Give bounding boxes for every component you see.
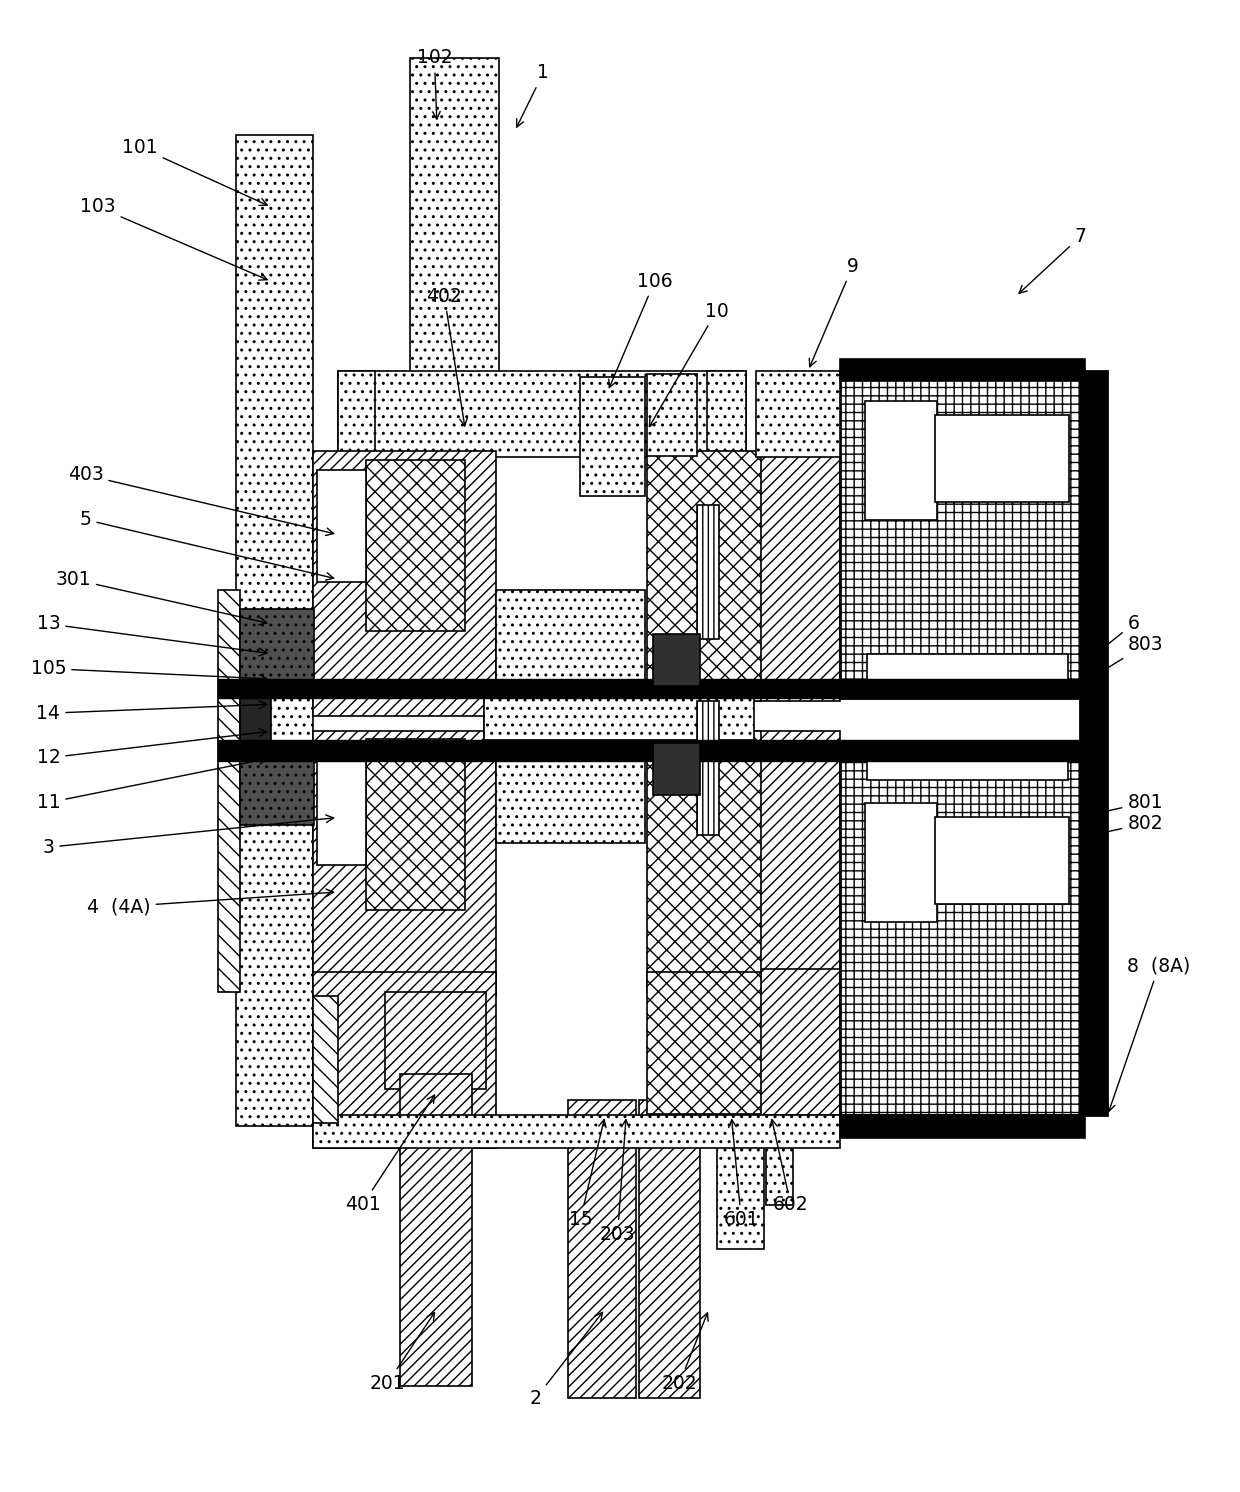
Bar [868,743,1068,780]
Text: 3: 3 [42,815,334,856]
Bar [317,470,366,582]
Bar [314,731,496,997]
Bar [366,739,465,910]
Bar [697,701,719,836]
Text: 202: 202 [662,1313,708,1394]
Bar [314,451,496,716]
Text: 1: 1 [517,63,549,127]
Bar [868,653,1068,691]
Bar [496,731,645,843]
Text: 601: 601 [723,1119,759,1229]
Text: 15: 15 [568,1119,606,1229]
Bar [866,803,936,922]
Bar [841,358,1085,380]
Bar [653,743,701,795]
Bar [697,504,719,639]
Bar [1080,370,1107,1116]
Bar [237,136,314,1126]
Bar [241,609,315,680]
Bar [935,415,1069,501]
Bar [935,818,1069,904]
Text: 301: 301 [56,570,267,625]
Text: 10: 10 [650,301,728,427]
Bar [339,370,374,631]
Text: 102: 102 [417,48,453,119]
Bar [580,376,645,495]
Bar [639,1101,701,1398]
Text: 9: 9 [810,257,858,367]
Text: 106: 106 [609,272,672,388]
Bar [647,973,761,1115]
Text: 5: 5 [79,510,334,580]
Bar [409,58,498,377]
Text: 11: 11 [36,756,267,812]
Bar [841,370,1085,698]
Bar [647,451,761,701]
Bar [756,731,841,992]
Text: 105: 105 [31,659,267,682]
Text: 14: 14 [36,701,267,722]
Bar [241,680,272,755]
Bar [339,370,746,457]
Bar [653,634,701,686]
Bar [484,698,754,740]
Bar [496,589,645,701]
Bar [484,698,645,740]
Text: 13: 13 [36,615,267,656]
Text: 7: 7 [1019,227,1086,294]
Bar [218,589,241,992]
Bar [317,753,366,865]
Bar [866,400,936,519]
Bar [766,1116,794,1204]
Text: 2: 2 [529,1313,603,1408]
Bar [647,731,761,992]
Bar [314,997,339,1123]
Text: 401: 401 [345,1095,434,1214]
Bar [841,746,1085,1116]
Text: 8  (8A): 8 (8A) [1107,956,1190,1112]
Bar [717,1116,764,1249]
Bar [568,1101,636,1398]
Bar [756,370,841,457]
Bar [366,460,465,631]
Bar [314,973,496,1147]
Bar [756,970,841,1116]
Text: 203: 203 [600,1119,635,1244]
Text: 103: 103 [81,197,267,280]
Bar [756,451,841,701]
Bar [384,992,486,1089]
Text: 201: 201 [370,1313,434,1394]
Text: 402: 402 [427,286,467,427]
Text: 602: 602 [770,1119,808,1214]
Bar [647,373,697,455]
Bar [841,1116,1085,1138]
Text: 802: 802 [1083,815,1163,840]
Bar [707,370,746,482]
Text: 801: 801 [1083,794,1163,819]
Bar [314,1116,841,1147]
Bar [399,1074,471,1386]
Bar [241,753,315,825]
Text: 803: 803 [1081,636,1163,685]
Text: 101: 101 [123,137,267,206]
Text: 6: 6 [1081,615,1140,665]
Text: 4  (4A): 4 (4A) [87,889,334,916]
Text: 12: 12 [36,728,267,767]
Text: 403: 403 [68,466,334,536]
